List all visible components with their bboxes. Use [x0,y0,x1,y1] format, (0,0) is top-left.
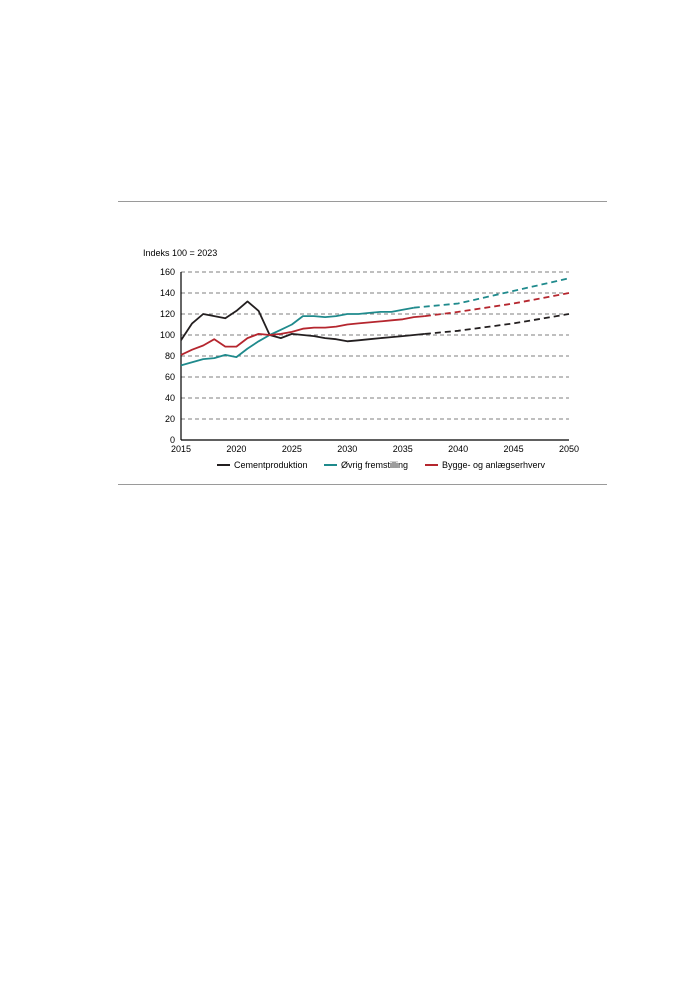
x-tick-label: 2035 [393,444,413,454]
x-tick-label: 2020 [226,444,246,454]
series-layer [180,277,570,367]
x-tick-label: 2050 [559,444,579,454]
legend-label: Bygge- og anlægserhverv [442,460,546,470]
y-tick-label: 160 [160,267,175,277]
x-tick-label: 2015 [171,444,191,454]
series-line-projection [424,313,570,335]
y-tick-label: 40 [165,393,175,403]
x-tick-label: 2025 [282,444,302,454]
series-line-projection [413,277,570,309]
legend: Cementproduktion Øvrig fremstilling Bygge-… [217,460,546,470]
x-tick-label: 2040 [448,444,468,454]
top-rule [118,201,607,202]
y-tick-label: 80 [165,351,175,361]
legend-label: Øvrig fremstilling [341,460,408,470]
y-axis-label: Indeks 100 = 2023 [143,248,217,258]
y-tick-label: 120 [160,309,175,319]
series-line-historical [180,306,414,367]
y-tick-label: 0 [170,435,175,445]
y-tick-label: 100 [160,330,175,340]
legend-label: Cementproduktion [234,460,308,470]
bottom-rule [118,484,607,485]
x-tick-label: 2045 [504,444,524,454]
x-tick-label: 2030 [337,444,357,454]
series-line-projection [424,292,570,317]
series-line-historical [180,300,425,343]
y-tick-label: 60 [165,372,175,382]
series-line-historical [180,315,425,356]
y-tick-label: 20 [165,414,175,424]
y-tick-label: 140 [160,288,175,298]
